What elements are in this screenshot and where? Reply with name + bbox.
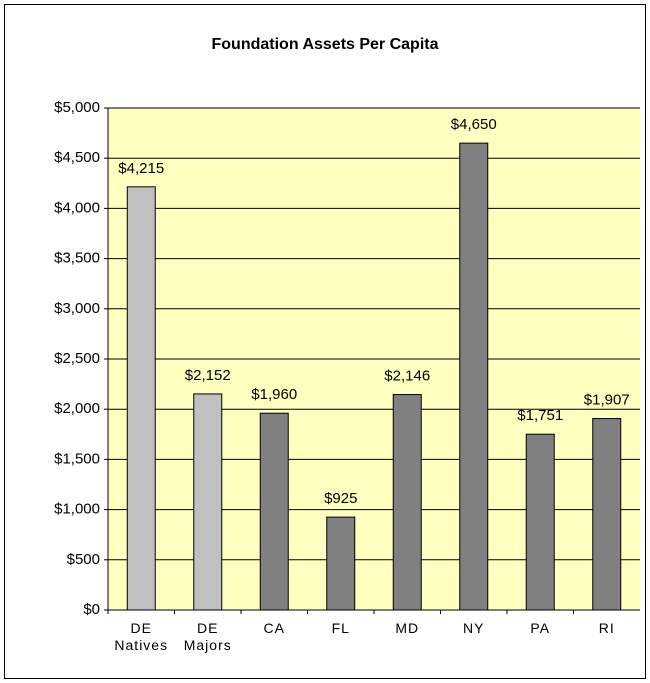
data-label: $925 — [324, 490, 357, 507]
x-tick-label: DE Natives — [114, 620, 169, 653]
x-tick-label: DE Majors — [183, 620, 232, 653]
bar — [326, 516, 356, 611]
bar — [525, 433, 555, 611]
x-tick-label: PA — [530, 620, 551, 636]
bar — [259, 412, 289, 611]
x-tick-label-box: DE Natives — [114, 620, 169, 653]
y-tick-label: $2,500 — [54, 350, 100, 367]
bar — [592, 418, 622, 611]
y-tick-label: $500 — [67, 551, 100, 568]
data-label: $1,907 — [584, 392, 630, 409]
x-tick-label-box: DE Majors — [183, 620, 232, 653]
x-tick-label-box: MD — [395, 620, 420, 636]
x-tick-label: RI — [598, 620, 615, 636]
x-tick-label: MD — [395, 620, 420, 636]
x-tick-label-box: RI — [598, 620, 615, 636]
data-label: $1,960 — [251, 386, 297, 403]
data-label: $4,215 — [118, 160, 164, 177]
data-label: $4,650 — [451, 116, 497, 133]
y-tick-label: $2,000 — [54, 400, 100, 417]
x-tick-label: CA — [263, 620, 285, 636]
x-tick-label-box: FL — [331, 620, 350, 636]
y-tick-label: $3,500 — [54, 250, 100, 267]
y-tick-label: $1,000 — [54, 501, 100, 518]
x-tick-label-box: PA — [530, 620, 551, 636]
y-tick-label: $3,000 — [54, 300, 100, 317]
bar — [459, 142, 489, 611]
y-tick-label: $5,000 — [54, 99, 100, 116]
bar — [392, 394, 422, 611]
data-label: $1,751 — [517, 407, 563, 424]
x-tick-label-box: NY — [463, 620, 485, 636]
y-tick-label: $0 — [83, 601, 100, 618]
bar — [193, 393, 223, 611]
x-tick-label: NY — [463, 620, 485, 636]
data-label: $2,152 — [185, 367, 231, 384]
bar — [126, 186, 156, 611]
x-tick-label: FL — [331, 620, 350, 636]
x-tick-label-box: CA — [263, 620, 285, 636]
data-label: $2,146 — [384, 368, 430, 385]
y-tick-label: $1,500 — [54, 450, 100, 467]
y-tick-label: $4,500 — [54, 149, 100, 166]
chart-title: Foundation Assets Per Capita — [212, 36, 439, 53]
y-tick-label: $4,000 — [54, 199, 100, 216]
